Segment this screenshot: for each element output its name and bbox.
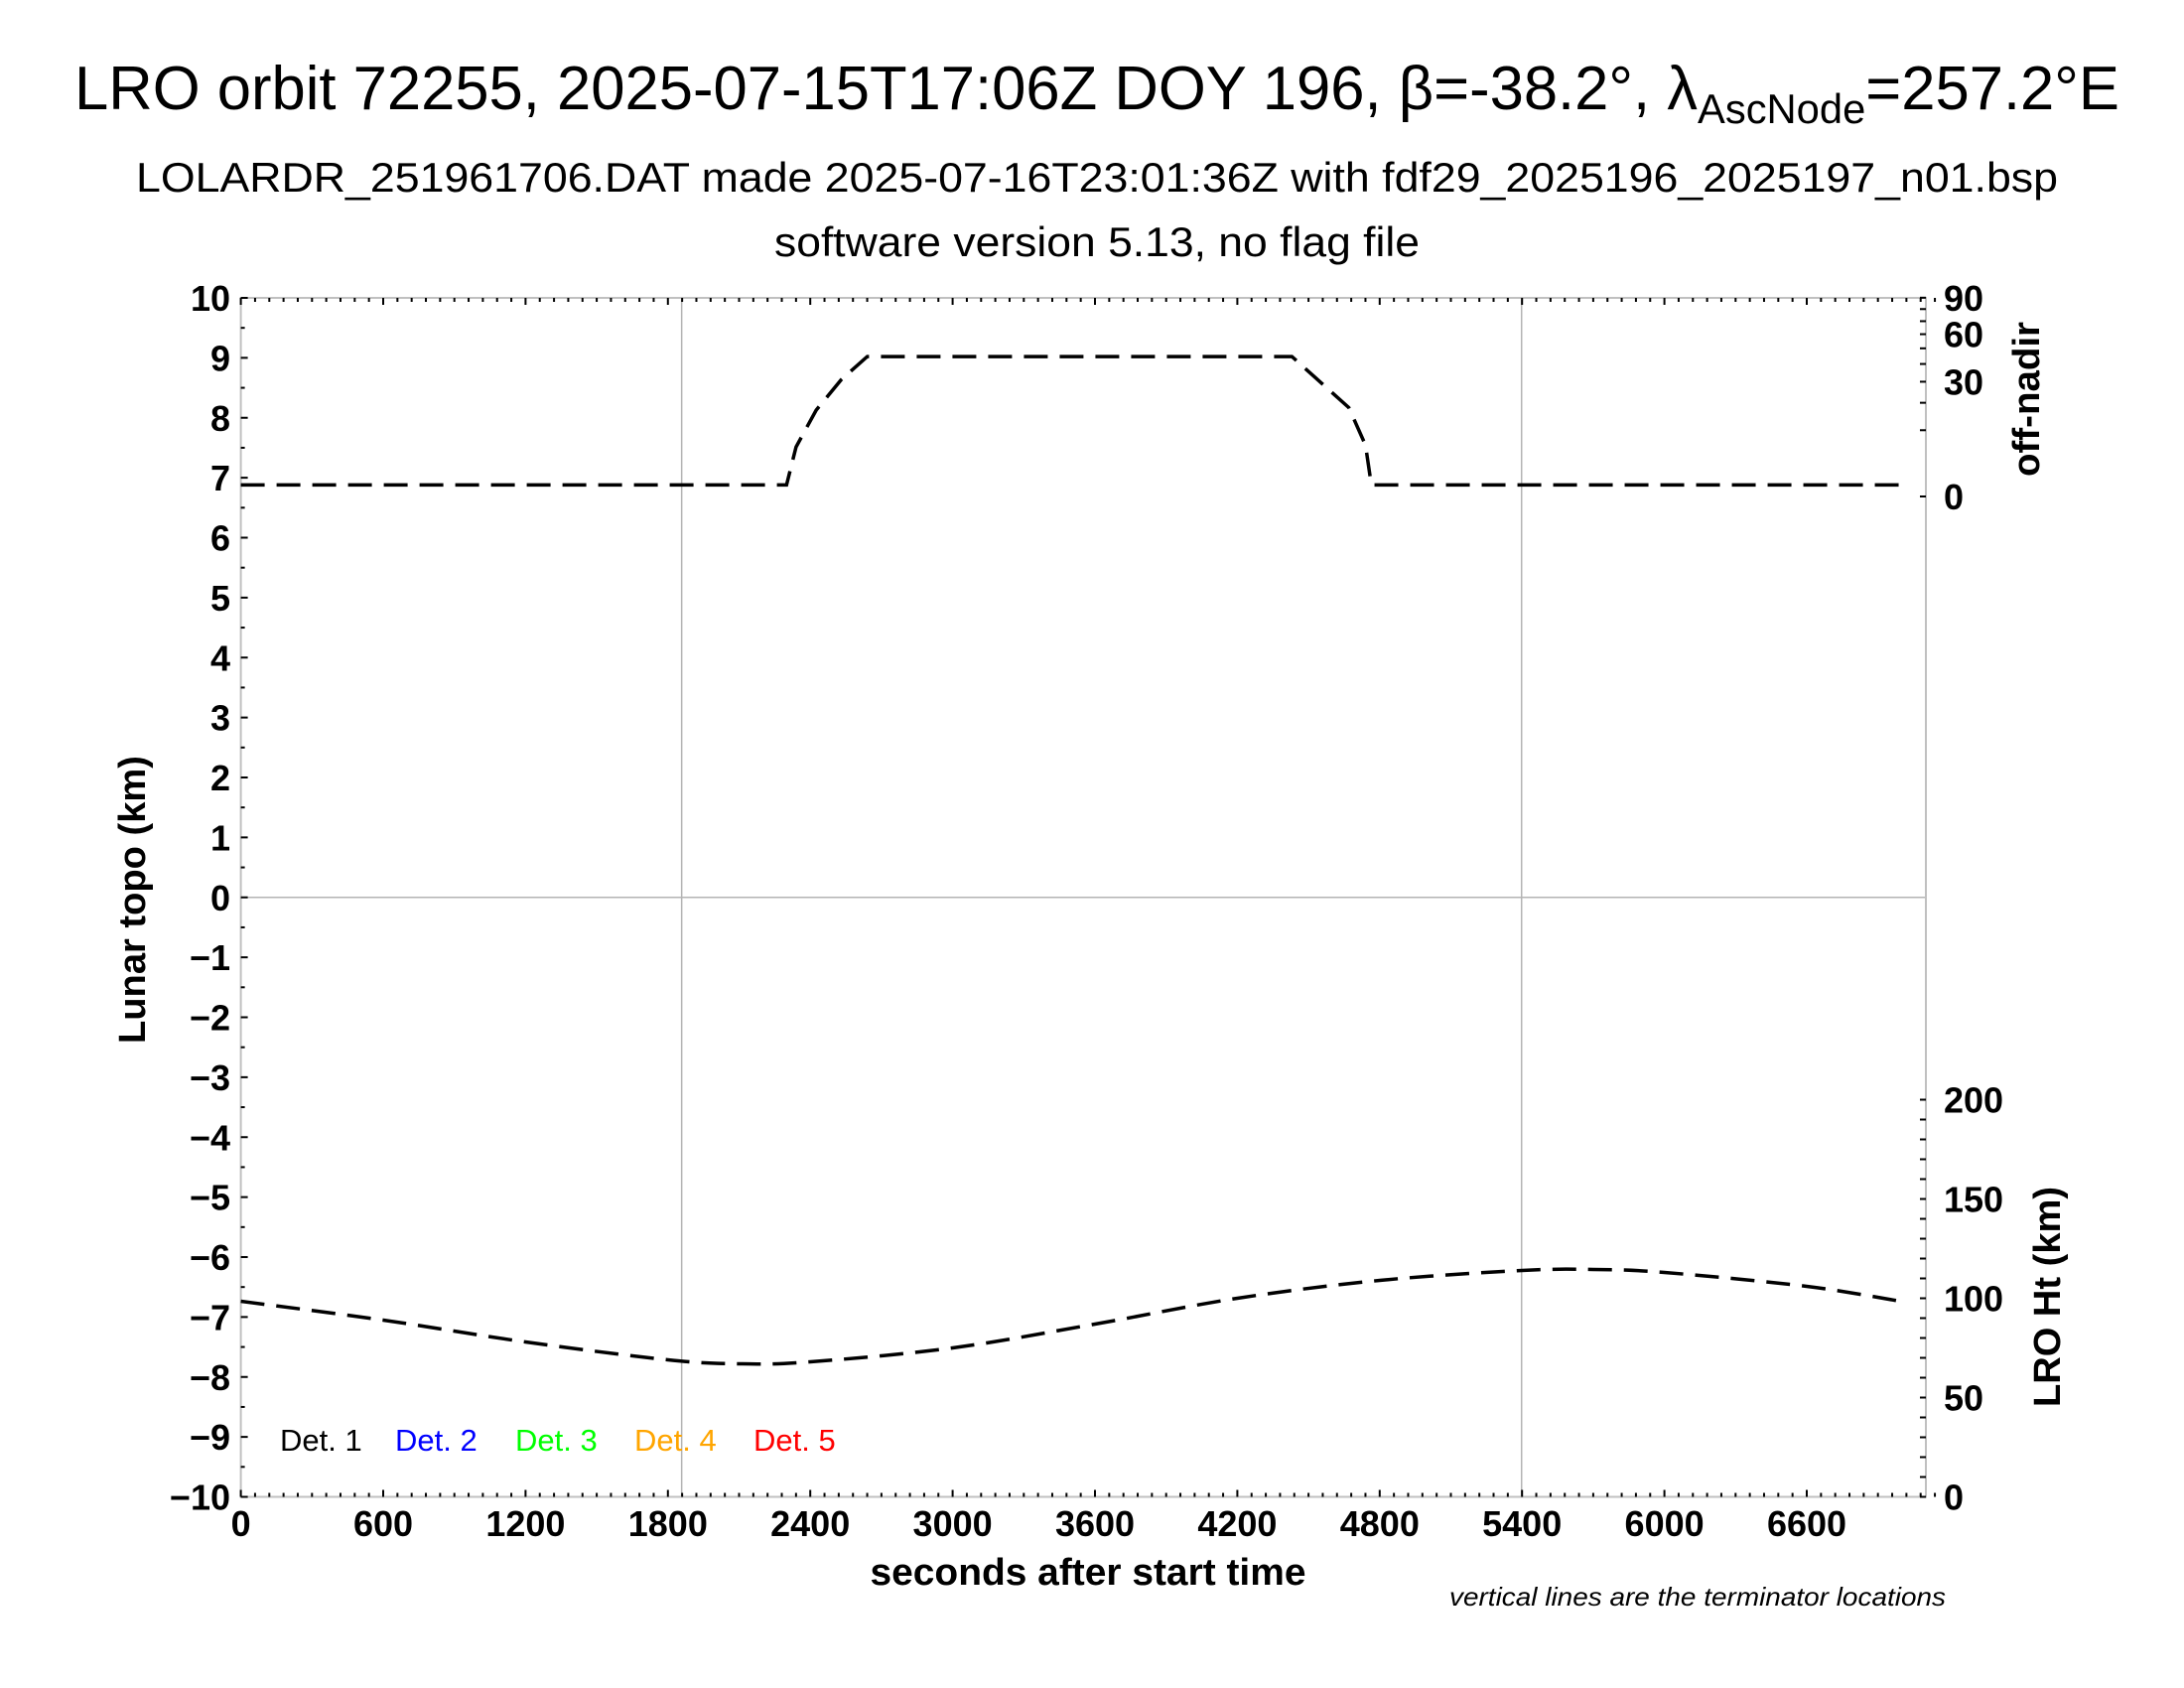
- x-tick-label: 600: [353, 1503, 413, 1544]
- legend-item-det-5: Det. 5: [753, 1423, 836, 1458]
- y-tick-label-left: 6: [210, 518, 230, 559]
- software-version: software version 5.13, no flag file: [774, 218, 1420, 265]
- x-tick-label: 3000: [913, 1503, 993, 1544]
- x-tick-label: 3600: [1055, 1503, 1135, 1544]
- y-tick-label-left: 5: [210, 578, 230, 619]
- y-tick-label-left: −2: [190, 998, 230, 1039]
- title-end: =257.2°E: [1865, 55, 2119, 123]
- x-tick-label: 6600: [1767, 1503, 1846, 1544]
- y-tick-label-left: −6: [190, 1237, 230, 1278]
- x-tick-label: 1800: [628, 1503, 708, 1544]
- y-tick-label-off-nadir: 30: [1944, 361, 1983, 402]
- y-tick-label-left: 4: [210, 637, 230, 678]
- title-subscript: AscNode: [1698, 85, 1865, 132]
- legend-item-det-2: Det. 2: [395, 1423, 478, 1458]
- y-tick-label-left: −7: [190, 1297, 230, 1337]
- y-tick-label-left: 0: [210, 878, 230, 918]
- y-tick-label-left: −3: [190, 1057, 230, 1098]
- y-tick-label-lro-ht: 200: [1944, 1080, 2003, 1121]
- y-tick-label-lro-ht: 50: [1944, 1378, 1983, 1419]
- x-tick-label: 4200: [1197, 1503, 1277, 1544]
- legend-item-det-3: Det. 3: [515, 1423, 598, 1458]
- y-tick-label-left: 10: [191, 278, 230, 319]
- chart-title: LRO orbit 72255, 2025-07-15T17:06Z DOY 1…: [74, 55, 2119, 132]
- y-tick-label-lro-ht: 100: [1944, 1279, 2003, 1320]
- x-tick-label: 5400: [1482, 1503, 1562, 1544]
- y-tick-label-left: −4: [190, 1117, 230, 1158]
- y-tick-label-lro-ht: 0: [1944, 1477, 1964, 1518]
- y-tick-label-left: 9: [210, 338, 230, 378]
- y-tick-label-off-nadir: 90: [1944, 278, 1983, 319]
- y-tick-label-left: 3: [210, 698, 230, 739]
- lro-height-series: [240, 1267, 1907, 1366]
- y-tick-label-left: −5: [190, 1178, 230, 1218]
- chart-subtitle: LOLARDR_251961706.DAT made 2025-07-16T23…: [136, 154, 2058, 201]
- x-tick-label: 2400: [770, 1503, 850, 1544]
- y-tick-label-left: −10: [170, 1477, 230, 1518]
- legend-item-det-1: Det. 1: [280, 1423, 362, 1458]
- y-tick-label-off-nadir: 60: [1944, 315, 1983, 355]
- y-tick-label-left: −1: [190, 937, 230, 978]
- y-tick-label-left: 2: [210, 758, 230, 798]
- plot-area: 0 600 1200 1800 2400 3000 3600 4200 4800 5400 6000…: [170, 278, 2003, 1544]
- x-tick-label: 1200: [485, 1503, 565, 1544]
- x-tick-label: 0: [231, 1503, 251, 1544]
- title-main: LRO orbit 72255, 2025-07-15T17:06Z DOY 1…: [74, 55, 1698, 123]
- x-axis-label: seconds after start time: [871, 1552, 1306, 1594]
- y-tick-label-lro-ht: 150: [1944, 1180, 2003, 1220]
- y-tick-label-left: 7: [210, 458, 230, 498]
- legend-item-det-4: Det. 4: [634, 1423, 717, 1458]
- y-tick-label-left: −9: [190, 1417, 230, 1458]
- y-tick-label-left: 1: [210, 817, 230, 858]
- y-axis-label-lro-ht: LRO Ht (km): [2027, 1187, 2069, 1407]
- terminator-note: vertical lines are the terminator locati…: [1449, 1582, 1946, 1612]
- y-axis-label-left: Lunar topo (km): [112, 756, 154, 1044]
- x-tick-label: 6000: [1625, 1503, 1705, 1544]
- y-tick-label-left: −8: [190, 1357, 230, 1398]
- y-tick-label-left: 8: [210, 398, 230, 439]
- y-axis-label-off-nadir: off-nadir: [2006, 322, 2048, 477]
- off-nadir-series: [240, 354, 1907, 488]
- x-tick-label: 4800: [1340, 1503, 1420, 1544]
- y-tick-label-off-nadir: 0: [1944, 477, 1964, 517]
